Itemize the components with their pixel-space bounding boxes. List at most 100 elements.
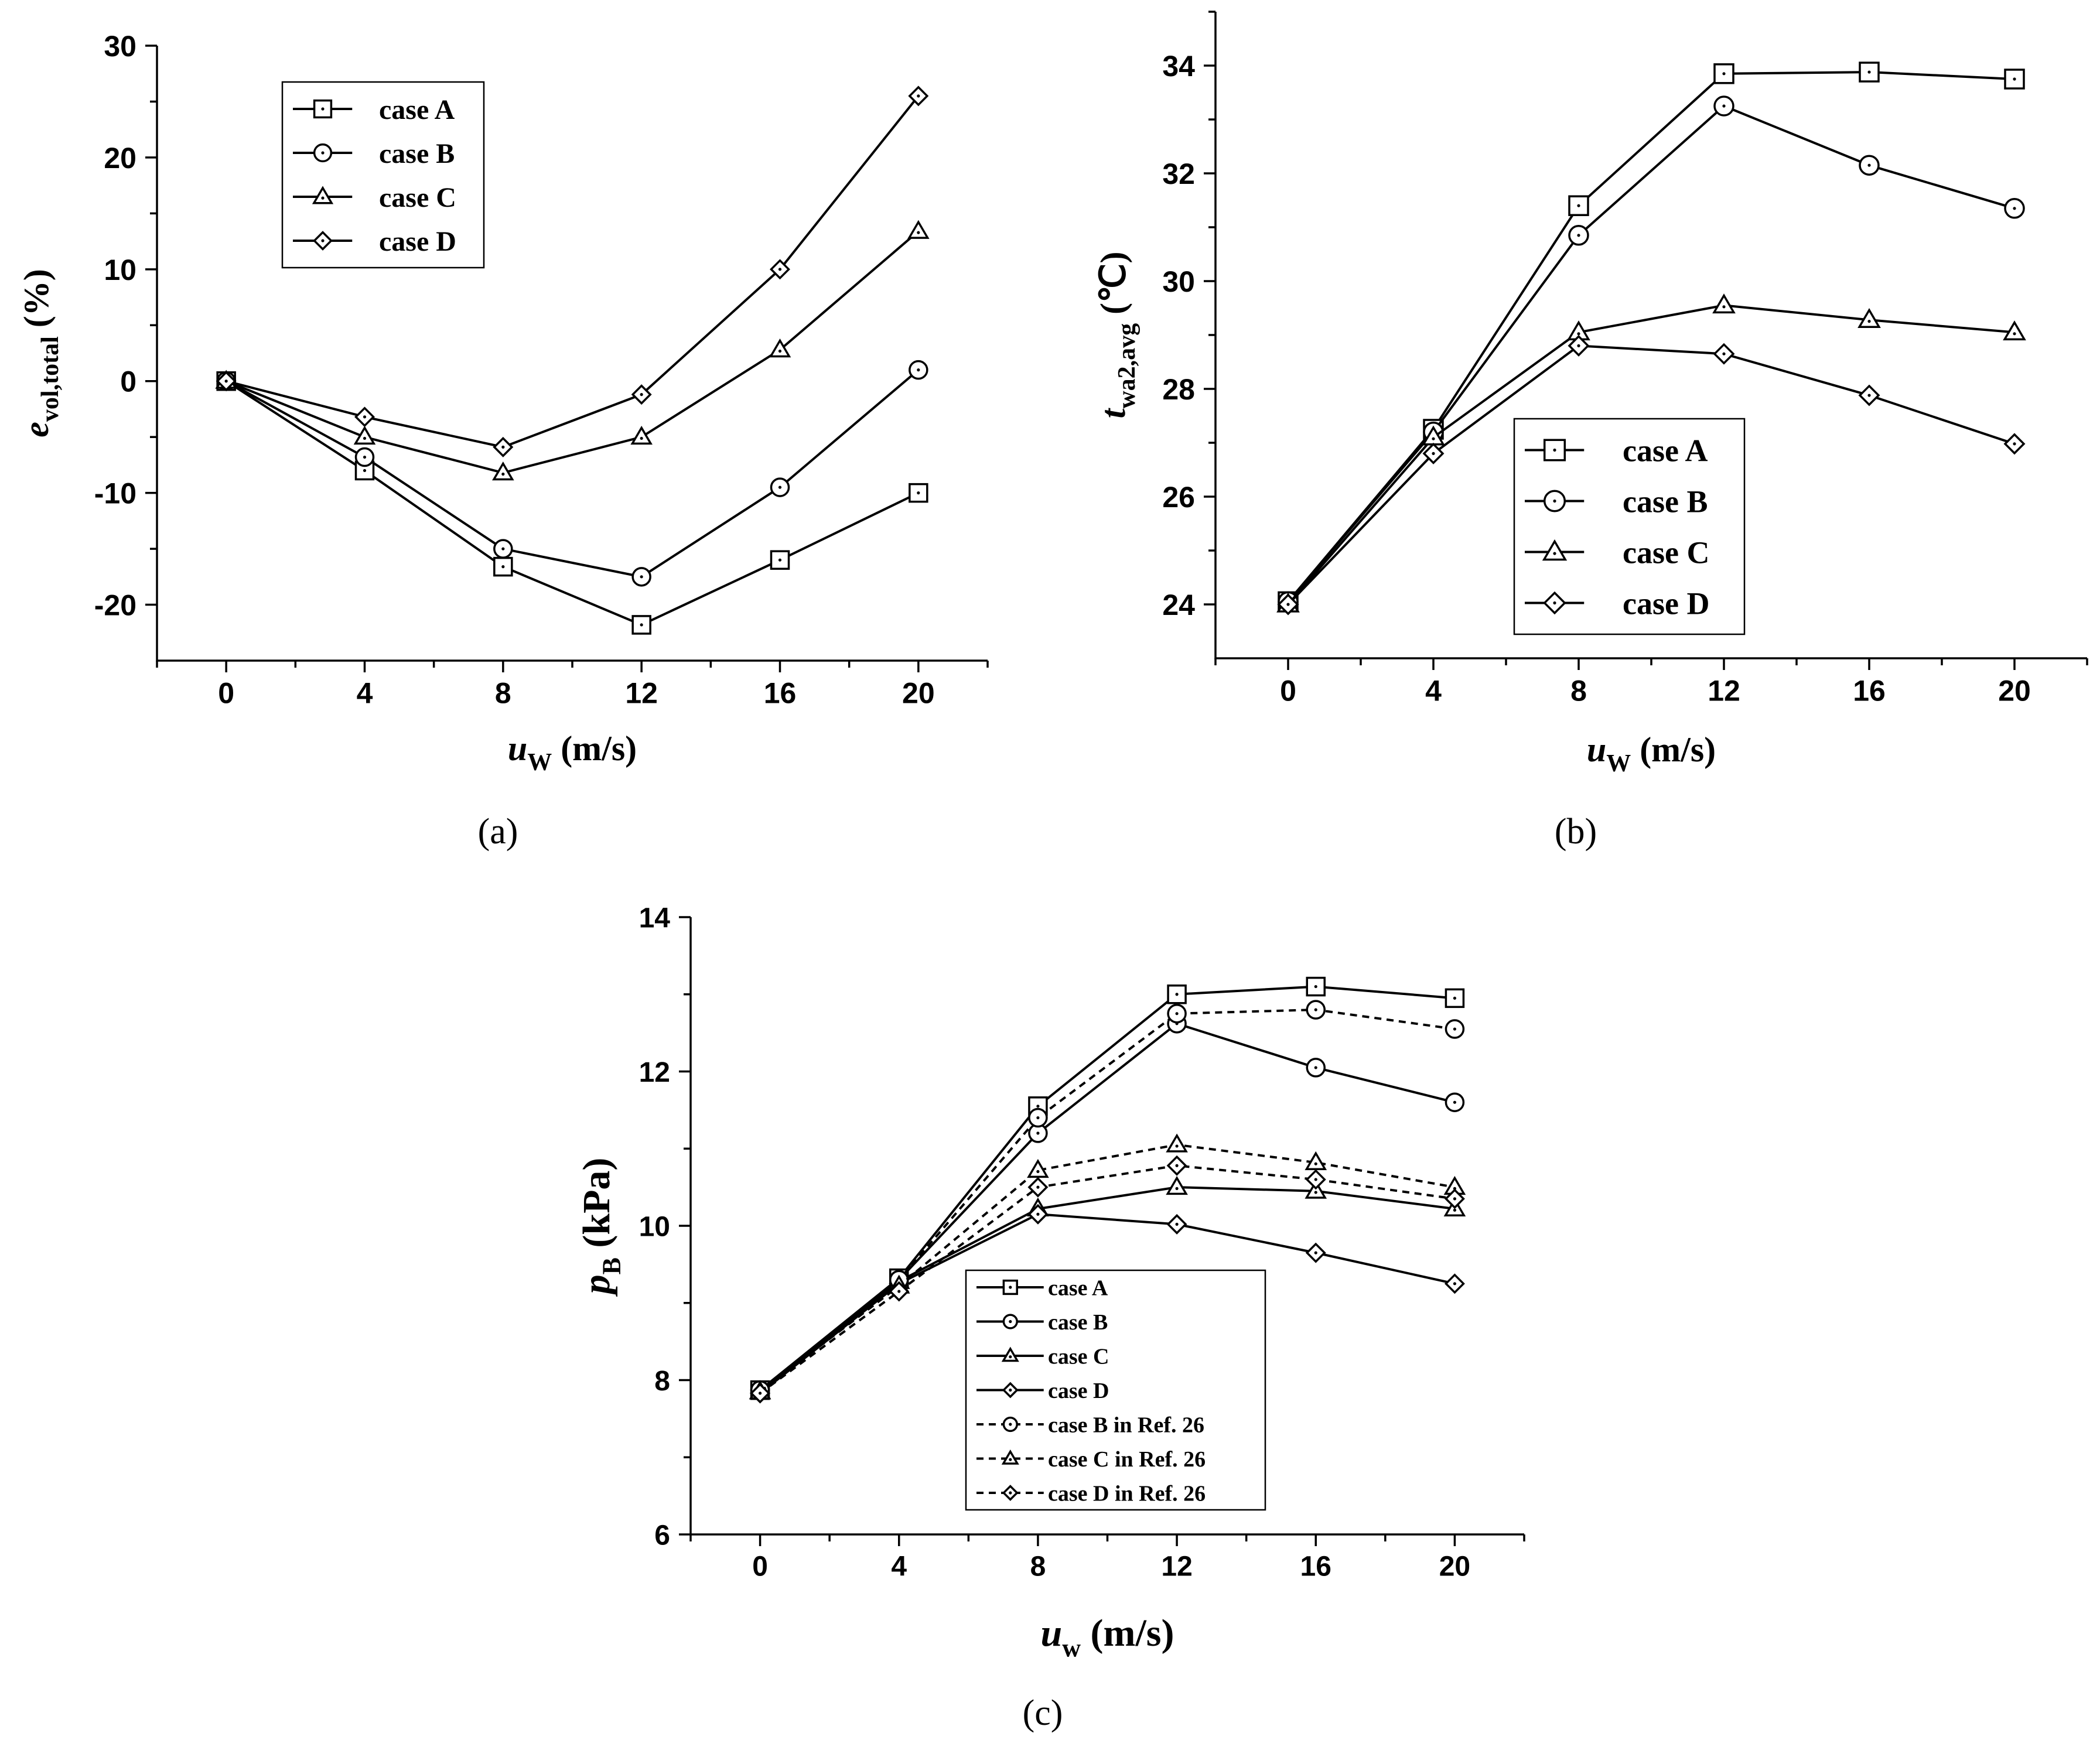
series-line [226, 230, 920, 474]
legend-label: case B [1623, 484, 1708, 519]
data-point-center-dot [1175, 1012, 1179, 1016]
y-tick-label: 34 [1162, 50, 1195, 83]
data-point-center-dot [758, 1392, 762, 1395]
legend-label: case D in Ref. 26 [1048, 1481, 1206, 1506]
data-point-center-dot [778, 349, 782, 353]
data-point-center-dot [1314, 984, 1317, 989]
x-tick-label: 0 [1280, 675, 1296, 707]
data-point-center-dot [1286, 603, 1290, 606]
legend-marker-center-dot [1009, 1491, 1012, 1495]
data-point [493, 556, 513, 577]
data-point-center-dot [1036, 1170, 1040, 1173]
x-tick-label: 16 [764, 677, 797, 710]
data-point-center-dot [1577, 344, 1580, 348]
legend-entry: case A [293, 94, 455, 125]
legend-marker-center-dot [321, 107, 325, 111]
legend-marker-center-dot [1553, 448, 1556, 452]
data-point-center-dot [1036, 1185, 1040, 1189]
y-tick-label: 32 [1162, 158, 1195, 190]
legend-b: case A case B case C case D [1513, 418, 1746, 635]
x-tick-label: 0 [218, 677, 234, 710]
y-tick-label: 10 [639, 1211, 670, 1242]
data-point-center-dot [1314, 1191, 1317, 1194]
y-tick-label: 10 [104, 254, 136, 286]
y-tick-label: -20 [94, 589, 136, 622]
legend-label: case D [1048, 1379, 1109, 1403]
y-tick-label: 26 [1162, 481, 1195, 514]
data-point-center-dot [1314, 1008, 1317, 1011]
legend-entry: case B [293, 138, 455, 169]
x-axis-label-b: uW (m/s) [1587, 730, 1716, 777]
legend-label: case C [1048, 1344, 1109, 1369]
data-point-center-dot [640, 436, 643, 440]
y-tick-label: 12 [639, 1057, 670, 1088]
y-tick-label: 24 [1162, 589, 1195, 621]
legend-label: case B [1048, 1310, 1108, 1335]
data-point-center-dot [640, 393, 643, 396]
data-point-center-dot [778, 268, 782, 271]
series-case-b-in-ref-26 [750, 1000, 1465, 1400]
data-point-center-dot [1577, 204, 1580, 207]
legend-marker-center-dot [1009, 1423, 1012, 1426]
panel-caption-c: (c) [1023, 1693, 1063, 1733]
x-tick-label: 4 [357, 677, 373, 710]
legend-entry: case B [976, 1310, 1108, 1335]
legend-marker-center-dot [1009, 1355, 1012, 1359]
x-axis-label-a: uW (m/s) [508, 729, 637, 776]
legend-label: case D [1623, 586, 1709, 621]
x-tick-label: 16 [1300, 1551, 1331, 1582]
data-point-center-dot [363, 436, 367, 440]
y-tick-label: 0 [120, 365, 136, 398]
data-point [1166, 1133, 1188, 1153]
series-case-d-in-ref-26 [750, 1155, 1465, 1404]
data-point-center-dot [1577, 234, 1580, 237]
legend-entry: case A [976, 1276, 1108, 1300]
series-line [1287, 104, 2015, 603]
x-tick-label: 20 [902, 677, 935, 710]
x-tick-label: 12 [1161, 1551, 1192, 1582]
legend-marker-center-dot [1009, 1319, 1012, 1324]
data-point-center-dot [501, 565, 505, 569]
chart-panel-b: 0 4 8 12 16 20 24 26 28 30 32 34 uW (m/s) twa2,avg (℃… [1094, 11, 2088, 852]
series-case-d [216, 86, 929, 457]
data-point-center-dot [778, 558, 782, 562]
legend-label: case C [379, 182, 456, 213]
data-point [1859, 61, 1880, 83]
data-point-center-dot [1175, 1164, 1179, 1167]
y-tick-label: 20 [104, 142, 136, 175]
data-point-center-dot [1453, 1187, 1457, 1190]
y-tick-label: 6 [654, 1520, 670, 1551]
y-tick-label: 14 [639, 903, 671, 934]
legend-entry: case A [1525, 433, 1708, 468]
x-axis-label-c: uw (m/s) [1041, 1612, 1174, 1662]
legend-marker [312, 186, 334, 204]
y-axis-label-c: pB (kPa) [575, 1158, 626, 1297]
data-point-center-dot [1453, 1197, 1457, 1201]
data-point-center-dot [640, 575, 643, 579]
panel-caption-a: (a) [478, 812, 518, 852]
legend-entry: case C [293, 182, 456, 213]
legend-entry: case B in Ref. 26 [976, 1413, 1204, 1437]
data-point [353, 425, 376, 445]
data-point-center-dot [897, 1290, 901, 1293]
data-point [769, 339, 791, 358]
data-point-center-dot [1453, 1100, 1457, 1104]
legend-marker-center-dot [1553, 499, 1556, 503]
data-point-center-dot [1314, 1066, 1317, 1069]
legend-marker-center-dot [1009, 1286, 1012, 1289]
data-point-center-dot [1314, 1178, 1317, 1181]
legend-marker-center-dot [321, 239, 325, 242]
data-point-center-dot [1722, 104, 1726, 108]
legend-entry: case C in Ref. 26 [976, 1447, 1206, 1472]
data-point-center-dot [363, 415, 367, 419]
legend-entry: case C [1525, 535, 1709, 570]
data-point-center-dot [1453, 1208, 1457, 1212]
x-tick-label: 4 [1425, 675, 1442, 707]
data-point-center-dot [640, 623, 643, 627]
panel-caption-b: (b) [1555, 812, 1597, 852]
data-point-center-dot [1577, 332, 1580, 336]
legend-entry: case D in Ref. 26 [976, 1481, 1206, 1506]
data-point-center-dot [1867, 70, 1871, 74]
data-point-center-dot [1867, 320, 1871, 323]
data-point [630, 425, 653, 445]
